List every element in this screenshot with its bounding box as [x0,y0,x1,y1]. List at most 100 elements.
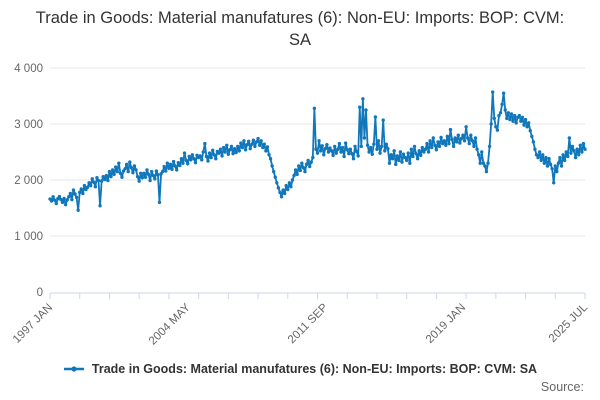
data-point-marker [406,151,410,155]
data-point-marker [314,147,318,151]
data-point-marker [297,164,301,168]
data-point-marker [409,147,414,151]
data-point-marker [494,125,498,129]
data-point-marker [430,145,434,150]
data-point-marker [290,178,295,182]
data-point-marker [419,153,423,158]
data-point-marker [311,155,315,160]
data-point-marker [340,145,345,150]
data-point-marker [268,157,273,161]
data-point-marker [110,168,115,172]
data-point-marker [198,154,202,158]
data-point-marker [242,139,246,143]
data-point-marker [545,164,550,168]
data-point-marker [511,119,515,123]
data-point-marker [552,181,556,185]
data-point-marker [115,169,119,174]
data-point-marker [350,151,354,156]
legend-series-label: Trade in Goods: Material manufatures (6)… [91,362,538,376]
data-point-marker [140,176,144,180]
data-point-marker [109,174,113,179]
data-point-marker [436,140,440,144]
data-point-marker [103,177,107,182]
data-point-marker [264,149,268,153]
data-point-marker [336,147,340,151]
data-point-marker [243,148,248,152]
data-point-marker [295,172,299,177]
data-point-marker [548,162,553,167]
data-point-marker [541,153,545,157]
data-point-marker [237,149,241,153]
data-point-marker [450,137,454,142]
data-point-marker [99,179,104,183]
data-point-marker [383,149,387,153]
data-point-marker [323,146,328,151]
data-point-marker [265,145,270,149]
data-point-marker [87,181,91,185]
data-point-marker [101,174,105,179]
data-point-marker [486,161,490,165]
data-point-marker [497,113,501,118]
data-point-marker [381,118,385,122]
data-point-marker [98,204,102,208]
data-point-marker [455,140,459,144]
data-point-marker [272,169,276,174]
data-point-marker [465,136,470,140]
data-point-marker [239,141,243,145]
data-point-marker [107,169,112,174]
data-point-marker [509,112,514,116]
data-point-marker [394,162,398,167]
data-point-marker [192,157,196,161]
data-point-marker [412,144,417,149]
data-point-marker [403,155,407,160]
y-tick-label: 3 000 [14,119,43,131]
data-point-marker [228,148,232,152]
data-point-marker [362,136,367,140]
data-point-marker [54,201,58,206]
legend[interactable]: Trade in Goods: Material manufatures (6)… [0,362,600,376]
data-point-marker [361,97,365,101]
data-point-marker [365,143,370,147]
data-point-marker [182,151,187,155]
data-point-marker [304,162,309,167]
data-point-marker [472,144,476,149]
data-point-marker [423,147,428,151]
data-point-marker [583,147,587,151]
data-point-marker [79,187,83,191]
data-point-marker [245,143,249,147]
data-point-marker [553,164,557,168]
data-point-marker [356,154,360,158]
x-tick-label: 2011 SEP [286,301,331,346]
data-point-marker [320,144,324,148]
data-point-marker [204,154,209,159]
data-point-marker [581,141,586,146]
data-point-marker [176,160,180,165]
data-point-marker [447,141,451,146]
data-point-marker [236,144,240,149]
data-point-marker [281,188,285,192]
data-point-marker [448,127,453,132]
data-point-marker [358,105,362,109]
data-point-marker [165,161,170,165]
data-point-marker [142,171,146,175]
data-point-marker [575,147,579,151]
data-point-marker [149,169,154,174]
data-point-marker [500,102,504,107]
data-point-marker [386,146,390,151]
data-point-marker [514,121,518,125]
data-point-marker [464,125,468,129]
data-point-marker [547,157,551,161]
data-point-marker [187,154,191,159]
data-point-marker [193,160,198,165]
data-point-marker [487,144,492,149]
data-point-marker [284,183,288,188]
data-point-marker [390,157,395,161]
data-point-marker [353,144,357,149]
data-point-marker [505,116,509,121]
data-point-marker [415,157,420,161]
data-point-marker [392,149,396,153]
data-point-marker [387,161,392,165]
data-point-marker [347,151,351,156]
data-point-marker [112,172,116,177]
data-point-marker [128,160,132,164]
